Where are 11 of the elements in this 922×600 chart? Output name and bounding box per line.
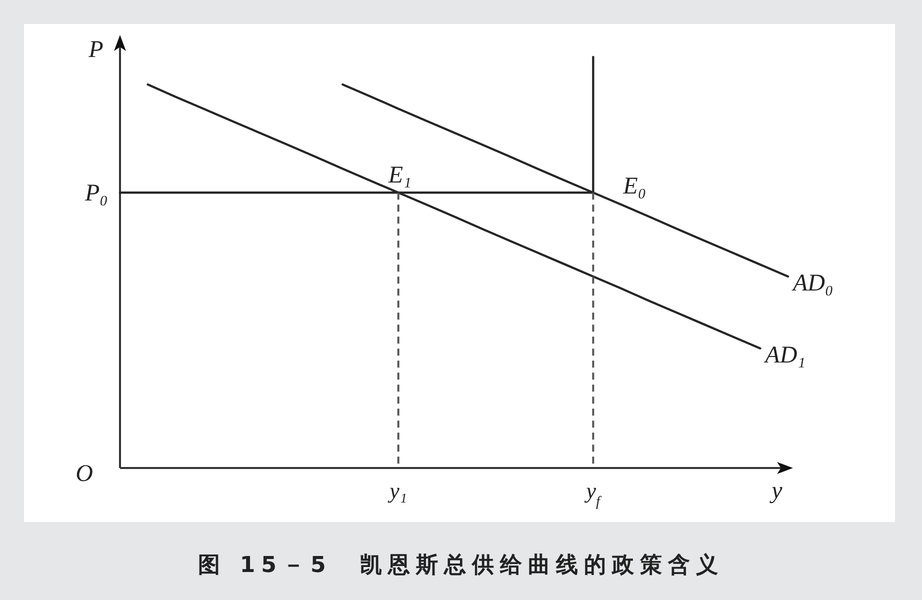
- y-axis-title: P: [88, 37, 104, 63]
- x-tick-label: y₁: [388, 478, 408, 503]
- annotation: E₁: [387, 162, 412, 189]
- x-axis-title: y: [770, 478, 783, 504]
- annotation: E₀: [622, 174, 646, 200]
- text: P₀: [84, 180, 108, 207]
- series-label: AD₀: [791, 270, 834, 296]
- x-tick-label: y$_{f}$: [584, 478, 602, 510]
- series-label: AD₁: [763, 342, 806, 368]
- text: O: [76, 461, 93, 487]
- text: 图 15－5 凯恩斯总供给曲线的政策含义: [198, 552, 724, 578]
